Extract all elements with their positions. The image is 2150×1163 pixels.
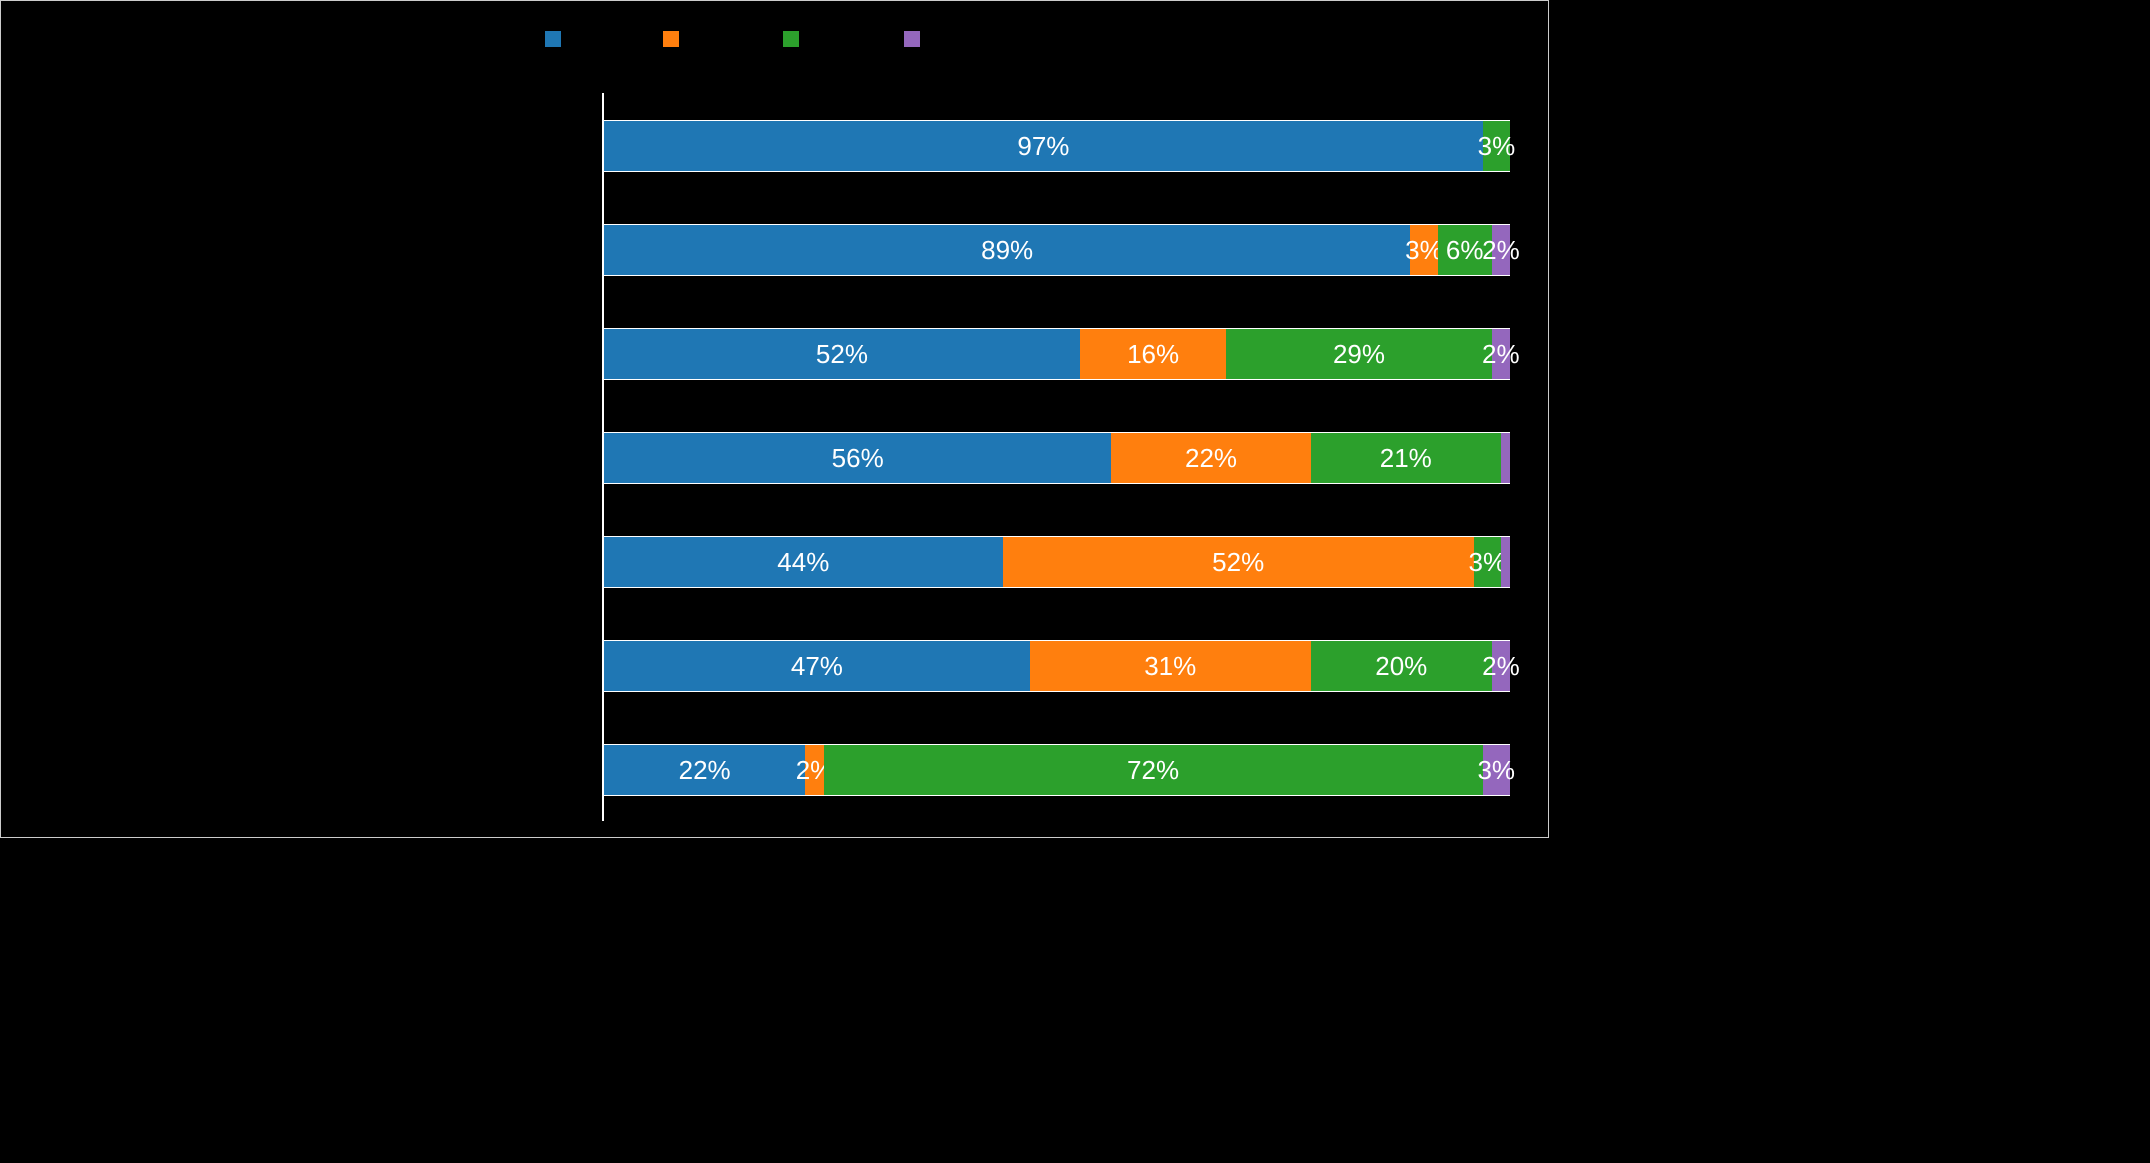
legend-item-s3: Series C	[783, 27, 884, 50]
bar-segment-s3: 20%	[1311, 641, 1492, 691]
bar-segment-s2: 16%	[1080, 329, 1226, 379]
bar-segment-label: 31%	[1144, 651, 1196, 682]
plot-area: 97% 3% 89% 3% 6% 2% 52% 16% 29% 2% 56% 22% 21% 44% 52%…	[602, 93, 1510, 821]
bar-segment-label: 22%	[679, 755, 731, 786]
bar-segment-s1: 47%	[604, 641, 1030, 691]
bar-segment-label: 22%	[1185, 443, 1237, 474]
bar-row: 97% 3%	[604, 93, 1510, 197]
bar-segment-s1: 97%	[604, 121, 1483, 171]
legend-label-s3: Series C	[807, 27, 884, 50]
bar-row-inner: 44% 52% 3%	[604, 536, 1510, 588]
bar-segment-s3: 3%	[1474, 537, 1501, 587]
bar-segment-label: 2%	[1482, 339, 1520, 370]
bar-row: 44% 52% 3%	[604, 509, 1510, 613]
legend-swatch-s4	[904, 31, 920, 47]
bar-segment-label: 52%	[816, 339, 868, 370]
legend-label-s1: Series A	[569, 27, 643, 50]
bar-segment-s4: 2%	[1492, 641, 1510, 691]
bar-segment-s4: 2%	[1492, 225, 1510, 275]
legend-item-s4: Series D	[904, 27, 1005, 50]
bar-segment-s1: 56%	[604, 433, 1111, 483]
legend-label-s4: Series D	[928, 27, 1005, 50]
bar-segment-label: 3%	[1477, 755, 1515, 786]
legend-label-s2: Series B	[687, 27, 763, 50]
bar-segment-label: 89%	[981, 235, 1033, 266]
bar-segment-label: 16%	[1127, 339, 1179, 370]
bar-row-inner: 89% 3% 6% 2%	[604, 224, 1510, 276]
bar-row-inner: 52% 16% 29% 2%	[604, 328, 1510, 380]
legend-item-s1: Series A	[545, 27, 643, 50]
bar-segment-s3: 3%	[1483, 121, 1510, 171]
bar-segment-s1: 89%	[604, 225, 1410, 275]
bar-segment-s3: 21%	[1311, 433, 1501, 483]
bar-segment-label: 3%	[1478, 131, 1516, 162]
bar-segment-s4	[1501, 433, 1510, 483]
chart-container: Series ASeries BSeries CSeries D 97%3%89…	[0, 0, 1549, 838]
bar-segment-label: 29%	[1333, 339, 1385, 370]
bar-segment-s1: 52%	[604, 329, 1080, 379]
bar-row-inner: 56% 22% 21%	[604, 432, 1510, 484]
legend-swatch-s1	[545, 31, 561, 47]
bar-segment-label: 2%	[1482, 651, 1520, 682]
bar-row-inner: 97% 3%	[604, 120, 1510, 172]
bar-row: 89% 3% 6% 2%	[604, 197, 1510, 301]
bar-segment-s2: 31%	[1030, 641, 1311, 691]
bar-segment-label: 21%	[1380, 443, 1432, 474]
bar-row-inner: 22% 2% 72% 3%	[604, 744, 1510, 796]
bar-row: 22% 2% 72% 3%	[604, 717, 1510, 821]
bar-row-inner: 47% 31% 20% 2%	[604, 640, 1510, 692]
bar-segment-label: 20%	[1375, 651, 1427, 682]
bar-segment-label: 47%	[791, 651, 843, 682]
bar-segment-s4: 3%	[1483, 745, 1510, 795]
legend-item-s2: Series B	[663, 27, 763, 50]
bar-segment-s1: 44%	[604, 537, 1003, 587]
bar-row: 56% 22% 21%	[604, 405, 1510, 509]
bar-segment-s4: 2%	[1492, 329, 1510, 379]
legend-swatch-s2	[663, 31, 679, 47]
bar-segment-label: 2%	[1482, 235, 1520, 266]
bar-segment-label: 56%	[832, 443, 884, 474]
bar-segment-s2: 2%	[805, 745, 823, 795]
bar-segment-s1: 22%	[604, 745, 805, 795]
bar-segment-s3: 72%	[824, 745, 1483, 795]
bar-segment-s3: 29%	[1226, 329, 1491, 379]
bar-segment-label: 6%	[1446, 235, 1484, 266]
bar-row: 47% 31% 20% 2%	[604, 613, 1510, 717]
bar-segment-label: 52%	[1212, 547, 1264, 578]
bar-segment-s4	[1501, 537, 1510, 587]
legend: Series A Series B Series C Series D	[1, 27, 1548, 50]
bar-segment-label: 44%	[777, 547, 829, 578]
legend-swatch-s3	[783, 31, 799, 47]
bar-segment-label: 97%	[1017, 131, 1069, 162]
bar-segment-label: 72%	[1127, 755, 1179, 786]
bar-segment-s2: 3%	[1410, 225, 1437, 275]
bar-row: 52% 16% 29% 2%	[604, 301, 1510, 405]
bar-segment-s2: 52%	[1003, 537, 1474, 587]
bar-segment-s2: 22%	[1111, 433, 1310, 483]
